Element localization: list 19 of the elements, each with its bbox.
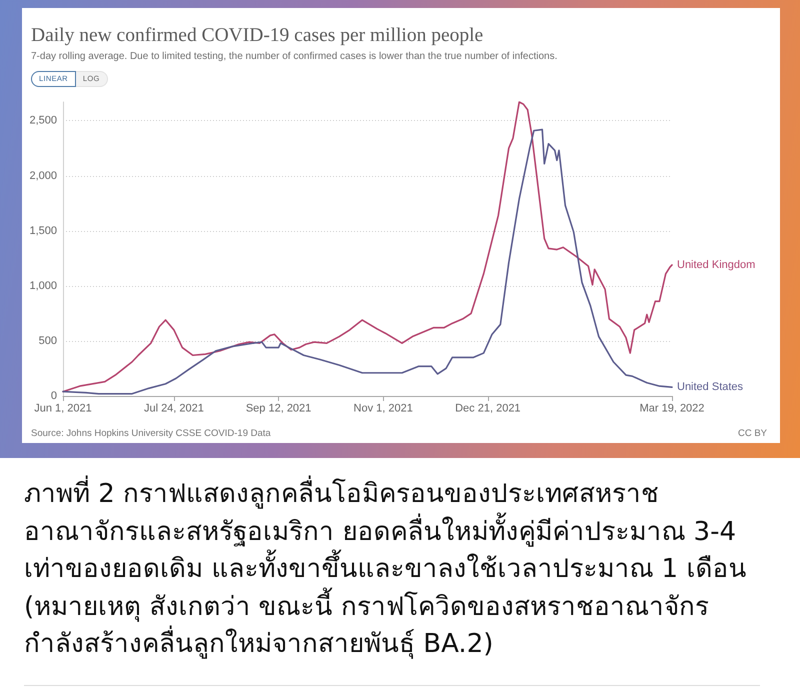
text: ภาพที่ 2 กราฟแสดงลูกคลื่นโอมิครอนของประเทศสหราช อาณาจักรและสหรัฐอเมริกา ยอดคลื่นใหม่ทั้งคู่มีค่าประมาณ 3-4 เท่าของยอดเดิม และทั้งขาขึ้นและขาลงใช้เวลาประมาณ 1 เดือน (หมายเหตุ สังเกตว่า ขณะนี้ กราฟโควิดของสหราชอาณาจักร กำลังสร้างคลื่นลูกใหม่จากสายพันธุ์ BA.2) [24,476,746,661]
x-tick-label: Mar 19, 2022 [640,402,704,414]
x-tick-label: Jul 24, 2021 [144,402,204,414]
chart-title: Daily new confirmed COVID-19 cases per million people [31,24,484,48]
text: CC BY [738,428,767,439]
series-label: United States [677,381,744,394]
y-tick-label: 2,000 [29,170,57,182]
x-tick-label: Dec 21, 2021 [455,402,521,414]
x-tick-label: Nov 1, 2021 [354,402,413,414]
y-tick-label: 1,500 [29,224,57,237]
source-note: Source: Johns Hopkins University CSSE COVID-19 Data [31,428,271,439]
x-tick-label: Jun 1, 2021 [34,402,92,414]
y-tick-label: 500 [38,334,57,347]
y-tick-label: 2,500 [29,114,57,127]
series-label: United Kingdom [677,258,756,271]
y-tick-label: 1,000 [29,280,57,292]
x-tick-label: Sep 12, 2021 [246,402,312,414]
chart-subtitle: 7-day rolling average. Due to limited testing, the number of confirmed cases is lower than the true number of infections. [31,50,558,63]
y-tick-label: 0 [50,390,57,402]
